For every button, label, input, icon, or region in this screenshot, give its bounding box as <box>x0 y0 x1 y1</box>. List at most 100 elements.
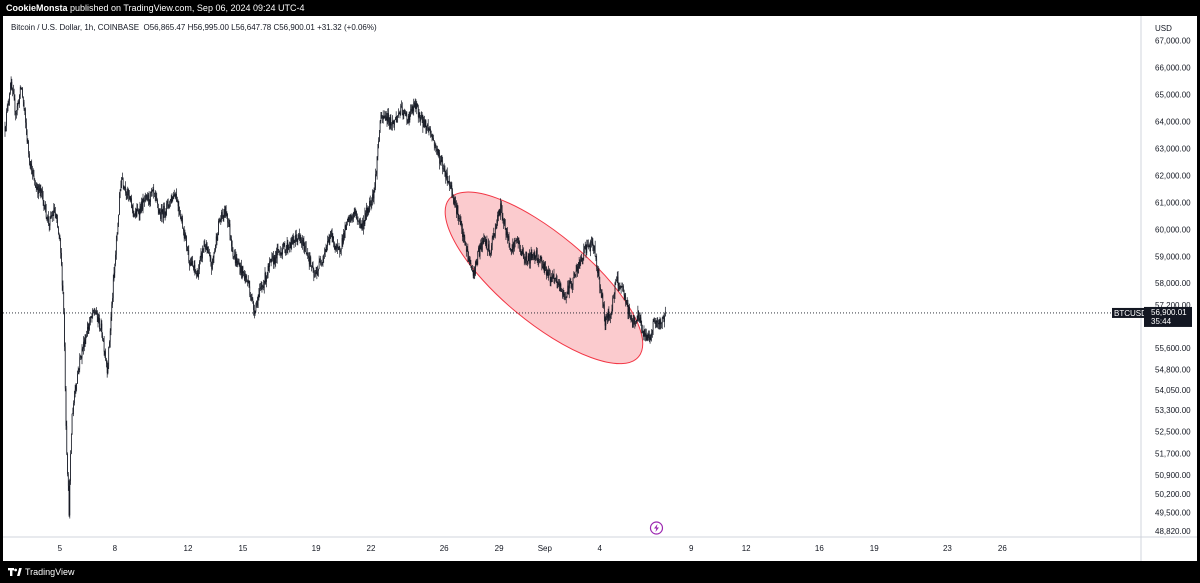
candle-body <box>281 252 283 255</box>
candle-body <box>638 310 639 319</box>
event-marker[interactable] <box>649 521 664 535</box>
time-tick-label: 15 <box>238 544 247 553</box>
candle-body <box>445 176 447 179</box>
candle-body <box>441 160 443 162</box>
candle-body <box>546 267 547 276</box>
candle-body <box>350 214 351 222</box>
candle-body <box>390 117 392 125</box>
candle-body <box>212 257 214 259</box>
candle-body <box>356 218 358 221</box>
candle-body <box>207 250 209 252</box>
candle-body <box>427 124 429 129</box>
candle-body <box>448 181 450 183</box>
candle-body <box>392 120 393 126</box>
candle-body <box>99 328 101 330</box>
candle-body <box>164 206 165 215</box>
candle-body <box>251 298 253 300</box>
candle-body <box>628 306 630 315</box>
publisher-name[interactable]: CookieMonsta <box>6 3 68 13</box>
candle-body <box>110 316 112 331</box>
candle-body <box>599 276 601 288</box>
symbol-line[interactable]: Bitcoin / U.S. Dollar, 1h, COINBASE <box>11 23 140 32</box>
highlight-ellipse[interactable] <box>421 165 667 390</box>
candle-body <box>509 243 511 249</box>
symbol-badge[interactable] <box>1112 307 1144 318</box>
candle-body <box>351 217 353 219</box>
candle-body <box>570 281 572 283</box>
candle-body <box>119 195 120 215</box>
price-chart[interactable]: USD 67,000.00 66,000.00 65,000.00 64,000.00 6… <box>3 16 1197 561</box>
last-price-label[interactable] <box>1144 306 1192 327</box>
candle-body <box>185 234 187 237</box>
candle-body <box>591 241 592 243</box>
candle-body <box>404 110 405 114</box>
candle-body <box>461 224 463 230</box>
candle-body <box>544 266 546 272</box>
time-axis[interactable]: 5 8 12 15 19 22 26 29 Sep 4 9 12 16 19 23 26 <box>58 544 1008 553</box>
candle-body <box>578 262 579 274</box>
footer-brand[interactable]: TradingView <box>25 567 75 577</box>
candle-body <box>587 244 588 246</box>
lightning-bolt <box>653 524 659 532</box>
candle-body <box>447 180 449 183</box>
candle-body <box>144 200 145 202</box>
candle-body <box>169 201 171 207</box>
candle-body <box>431 135 433 138</box>
candle-body <box>456 206 458 214</box>
time-tick-label: 19 <box>312 544 321 553</box>
candle-body <box>497 215 499 217</box>
candle-body <box>420 116 422 118</box>
candle-body <box>433 140 435 146</box>
candle-body <box>194 264 196 270</box>
time-tick-label: 4 <box>598 544 603 553</box>
candle-body <box>657 321 659 323</box>
candle-body <box>430 133 432 136</box>
candle-body <box>82 348 84 350</box>
candle-body <box>84 339 86 347</box>
candle-body <box>93 311 95 313</box>
candle-body <box>231 238 232 247</box>
candle-body <box>11 81 13 90</box>
candle-body <box>435 145 437 150</box>
candle-body <box>241 266 243 275</box>
price-axis[interactable]: USD 67,000.00 66,000.00 65,000.00 64,000.00 6… <box>1112 24 1192 536</box>
chart-panel[interactable]: USD 67,000.00 66,000.00 65,000.00 64,000.00 6… <box>3 16 1197 561</box>
candle-body <box>225 206 227 214</box>
candle-body <box>244 275 246 280</box>
time-tick-label: 12 <box>742 544 751 553</box>
candle-body <box>603 304 605 318</box>
candle-body <box>19 87 21 96</box>
candle-body <box>258 293 260 298</box>
candle-body <box>186 246 188 251</box>
candle-body <box>214 250 216 254</box>
candle-body <box>462 229 463 238</box>
candle-body <box>603 304 604 307</box>
candle-body <box>78 368 80 370</box>
candle-body <box>260 287 261 289</box>
candle-body <box>382 116 383 119</box>
candle-body <box>203 244 205 250</box>
candle-body <box>98 318 100 322</box>
candle-body <box>74 389 76 396</box>
candle-body <box>155 196 157 198</box>
candle-body <box>72 411 74 414</box>
candle-body <box>521 249 523 256</box>
candle-body <box>148 194 149 201</box>
candle-body <box>373 191 375 199</box>
time-tick-label: Sep <box>538 544 553 553</box>
candle-body <box>324 251 326 254</box>
candle-body <box>595 256 597 259</box>
candle-body <box>295 234 296 243</box>
candle-body <box>565 297 566 299</box>
candle-body <box>141 201 143 210</box>
candle-body <box>27 141 29 143</box>
candle-body <box>204 244 206 246</box>
candle-body <box>597 269 599 273</box>
time-tick-label: 22 <box>367 544 376 553</box>
tradingview-logo-icon[interactable] <box>8 568 22 577</box>
currency-label[interactable]: USD <box>1155 24 1172 33</box>
candle-body <box>594 245 596 257</box>
candle-body <box>209 253 210 255</box>
candle-body <box>192 265 194 268</box>
candle-body <box>660 323 662 325</box>
